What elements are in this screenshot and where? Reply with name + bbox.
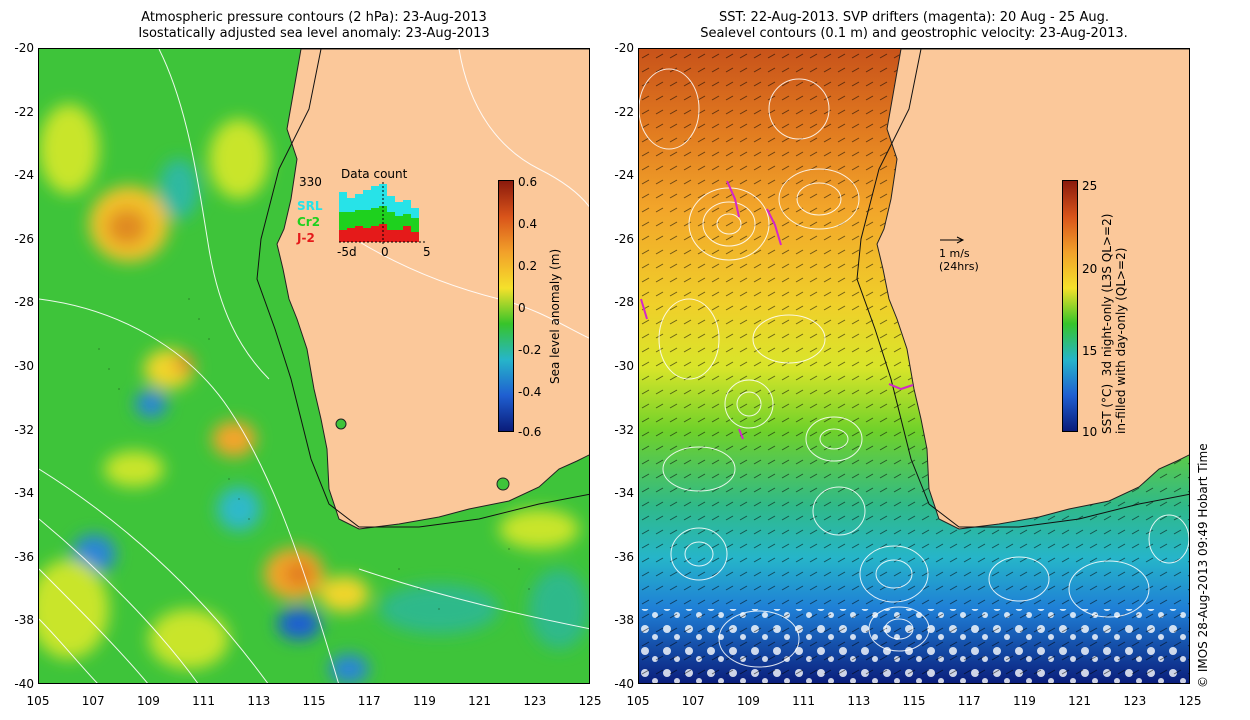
sst-colorbar-label-line1: SST (°C) 3d night-only (L3S QL>=2)	[1100, 213, 1114, 434]
y-tick-label: -32	[614, 422, 634, 437]
inset-title: Data count	[341, 167, 408, 181]
y-tick-label: -40	[614, 677, 634, 691]
y-tick-label: -36	[614, 549, 634, 564]
cbar-left-tick: -0.6	[518, 425, 542, 439]
x-tick-label: 107	[81, 694, 105, 708]
inset-tick-0: 0	[381, 245, 389, 259]
inset-max-count: 330	[299, 175, 322, 189]
sst-map: 1 m/s (24hrs)	[638, 48, 1190, 684]
inset-tick-neg5: -5d	[337, 245, 357, 259]
right-title-line2: Sealevel contours (0.1 m) and geostrophi…	[700, 26, 1128, 41]
x-tick-label: 117	[957, 694, 981, 708]
x-tick-label: 119	[412, 694, 436, 708]
x-tick-label: 111	[192, 694, 216, 708]
x-tick-label: 109	[736, 694, 760, 708]
y-tick-label: -36	[14, 549, 34, 564]
x-tick-label: 105	[26, 694, 50, 708]
x-tick-label: 121	[1068, 694, 1092, 708]
left-title-line1: Atmospheric pressure contours (2 hPa): 2…	[141, 10, 487, 25]
y-tick-label: -32	[14, 422, 34, 437]
y-tick-label: -30	[614, 359, 634, 373]
x-tick-label: 113	[247, 694, 271, 708]
y-tick-label: -40	[14, 677, 34, 691]
y-tick-label: -30	[14, 359, 34, 373]
inset-series-srl: SRL	[297, 199, 323, 213]
y-tick-label: -38	[614, 613, 634, 628]
sea-level-colorbar	[498, 180, 514, 432]
x-tick-label: 117	[357, 694, 381, 708]
cbar-left-tick: 0.4	[518, 217, 538, 231]
velocity-scale-line1: 1 m/s	[939, 247, 970, 260]
y-tick-label: -28	[14, 295, 34, 310]
inset-data-count-chart	[339, 182, 427, 244]
cbar-right-tick: 10	[1082, 425, 1098, 439]
cbar-left-tick: -0.4	[518, 385, 542, 399]
cbar-left-tick: -0.2	[518, 343, 542, 357]
imos-credit: © IMOS 28-Aug-2013 09:49 Hobart Time	[1196, 443, 1210, 688]
x-tick-label: 115	[302, 694, 326, 708]
x-tick-label: 111	[792, 694, 816, 708]
cbar-left-tick: 0.6	[518, 175, 538, 189]
velocity-scale-label: 1 m/s (24hrs)	[939, 247, 979, 273]
sst-field	[639, 49, 1189, 683]
x-tick-label: 115	[902, 694, 926, 708]
y-tick-label: -20	[614, 41, 634, 55]
velocity-scale-line2: (24hrs)	[939, 260, 979, 273]
left-title-line2: Isostatically adjusted sea level anomaly…	[138, 26, 490, 41]
cbar-right-tick: 15	[1082, 344, 1098, 358]
x-tick-label: 125	[578, 694, 602, 708]
right-panel-title: SST: 22-Aug-2013. SVP drifters (magenta)…	[638, 10, 1190, 42]
cbar-left-tick: 0.2	[518, 259, 538, 273]
y-tick-label: -26	[614, 231, 634, 246]
y-tick-label: -22	[14, 104, 34, 119]
cbar-right-tick: 25	[1082, 179, 1098, 193]
right-title-line1: SST: 22-Aug-2013. SVP drifters (magenta)…	[719, 10, 1109, 25]
y-tick-label: -22	[614, 104, 634, 119]
velocity-scale-arrow-icon	[940, 236, 965, 244]
y-tick-label: -34	[14, 486, 34, 501]
inset-bars	[339, 184, 419, 242]
inset-series-cr2: Cr2	[297, 215, 321, 229]
sst-colorbar-label: SST (°C) 3d night-only (L3S QL>=2) in-fi…	[1100, 214, 1128, 434]
sea-level-colorbar-label: Sea level anomaly (m)	[548, 248, 562, 384]
sst-colorbar	[1062, 180, 1078, 432]
y-tick-label: -24	[14, 168, 34, 183]
x-tick-label: 109	[136, 694, 160, 708]
sst-colorbar-label-line2: in-filled with day-only (QL>=2)	[1114, 247, 1128, 434]
cbar-left-tick: 0	[518, 301, 526, 315]
left-panel-title: Atmospheric pressure contours (2 hPa): 2…	[38, 10, 590, 42]
x-tick-label: 105	[626, 694, 650, 708]
x-tick-label: 113	[847, 694, 871, 708]
inset-series-j2: J-2	[297, 231, 315, 245]
x-tick-label: 119	[1012, 694, 1036, 708]
y-tick-label: -38	[14, 613, 34, 628]
y-tick-label: -26	[14, 231, 34, 246]
y-tick-label: -24	[614, 168, 634, 183]
x-tick-label: 123	[1123, 694, 1147, 708]
x-tick-label: 125	[1178, 694, 1202, 708]
y-tick-label: -28	[614, 295, 634, 310]
inset-tick-5: 5	[423, 245, 431, 259]
y-tick-label: -20	[14, 41, 34, 55]
x-tick-label: 107	[681, 694, 705, 708]
cbar-right-tick: 20	[1082, 262, 1098, 276]
x-tick-label: 123	[523, 694, 547, 708]
y-tick-label: -34	[614, 486, 634, 501]
x-tick-label: 121	[468, 694, 492, 708]
